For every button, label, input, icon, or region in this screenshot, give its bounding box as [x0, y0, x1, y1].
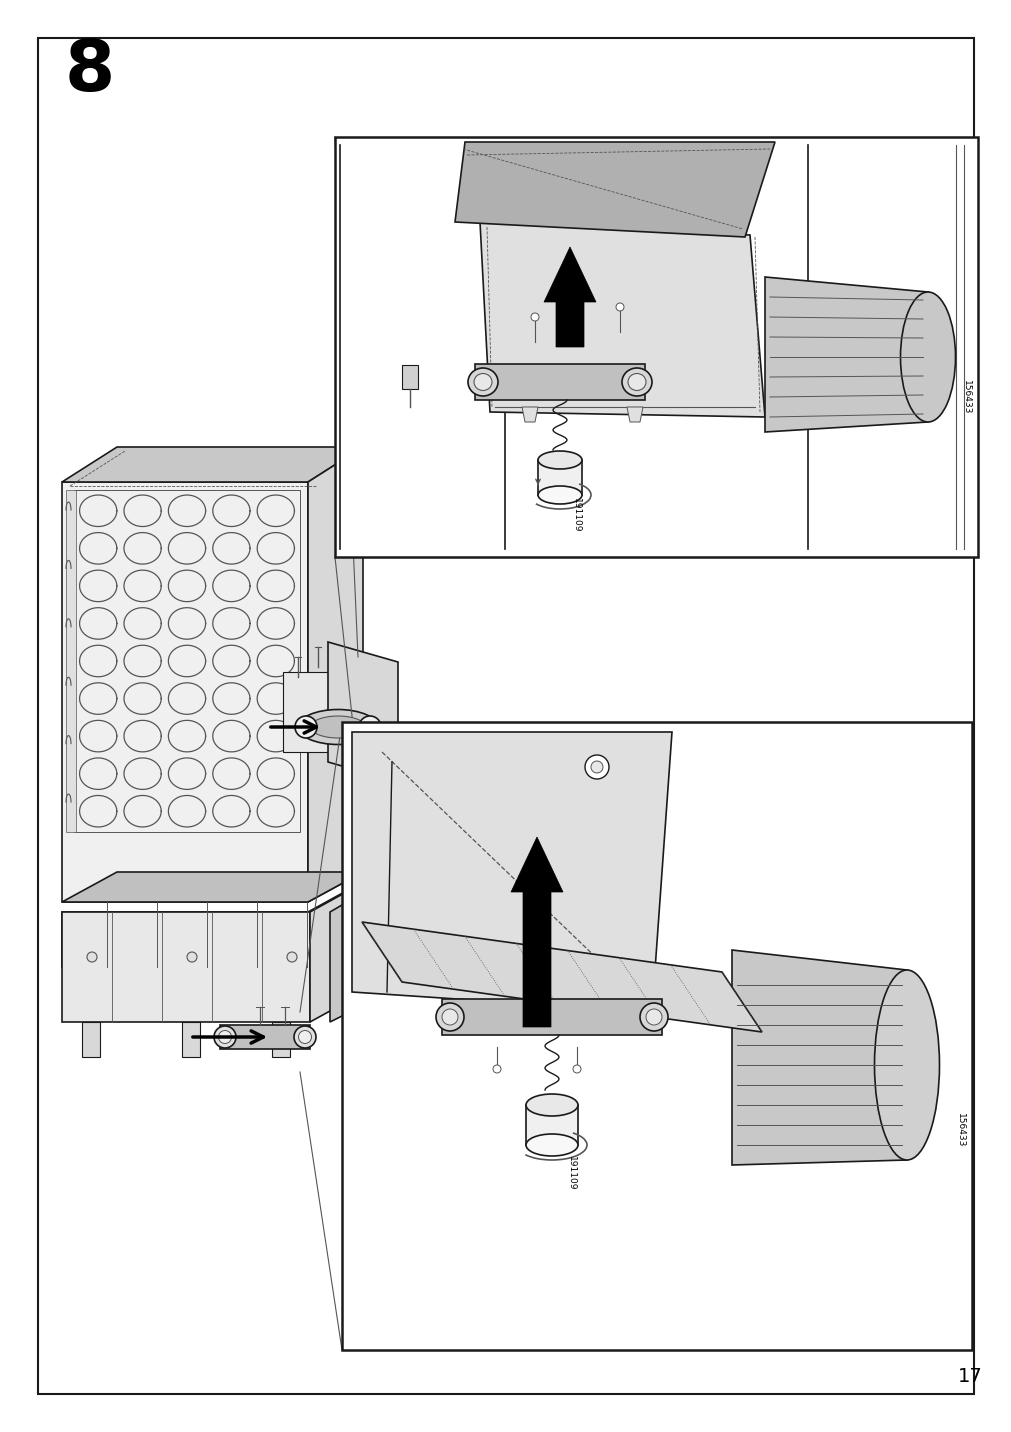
Ellipse shape — [467, 368, 497, 397]
Ellipse shape — [639, 1002, 667, 1031]
Ellipse shape — [628, 374, 645, 391]
Text: 156433: 156433 — [960, 379, 970, 414]
Polygon shape — [442, 1000, 661, 1035]
Ellipse shape — [218, 1031, 232, 1044]
Circle shape — [187, 952, 197, 962]
Ellipse shape — [645, 1010, 661, 1025]
Circle shape — [87, 952, 97, 962]
Ellipse shape — [442, 1010, 458, 1025]
Polygon shape — [182, 1022, 200, 1057]
Polygon shape — [764, 276, 927, 432]
Polygon shape — [731, 949, 906, 1166]
Ellipse shape — [538, 485, 581, 504]
Polygon shape — [455, 142, 774, 238]
Ellipse shape — [538, 451, 581, 470]
Text: 17: 17 — [956, 1368, 982, 1386]
Polygon shape — [328, 642, 397, 782]
Ellipse shape — [310, 716, 365, 737]
Bar — [401, 365, 418, 390]
Polygon shape — [307, 447, 363, 902]
Text: 8: 8 — [65, 37, 115, 106]
Text: 156433: 156433 — [954, 1113, 963, 1147]
Bar — [74, 490, 299, 832]
Bar — [62, 483, 307, 902]
Polygon shape — [522, 407, 538, 422]
Polygon shape — [511, 836, 562, 1027]
Circle shape — [531, 314, 539, 321]
Ellipse shape — [359, 716, 380, 737]
Polygon shape — [330, 876, 389, 1022]
Ellipse shape — [297, 709, 378, 745]
Ellipse shape — [900, 292, 954, 422]
Polygon shape — [62, 447, 363, 483]
Ellipse shape — [526, 1134, 577, 1156]
Ellipse shape — [295, 716, 316, 737]
Polygon shape — [627, 407, 642, 422]
Polygon shape — [219, 1025, 309, 1050]
Ellipse shape — [473, 374, 491, 391]
Polygon shape — [352, 732, 671, 1012]
Polygon shape — [272, 1022, 290, 1057]
Polygon shape — [62, 872, 363, 902]
Text: 191109: 191109 — [571, 498, 580, 533]
Bar — [342, 722, 971, 1350]
Polygon shape — [307, 891, 348, 967]
Ellipse shape — [294, 1025, 315, 1048]
Circle shape — [616, 304, 624, 311]
Circle shape — [287, 952, 296, 962]
Polygon shape — [362, 922, 761, 1032]
Circle shape — [572, 1065, 580, 1073]
Circle shape — [492, 1065, 500, 1073]
Ellipse shape — [874, 969, 938, 1160]
Ellipse shape — [526, 1094, 577, 1116]
Ellipse shape — [213, 1025, 236, 1048]
Ellipse shape — [436, 1002, 463, 1031]
Polygon shape — [82, 1022, 100, 1057]
Bar — [62, 912, 309, 1022]
Polygon shape — [544, 246, 595, 347]
Ellipse shape — [622, 368, 651, 397]
Polygon shape — [479, 222, 764, 417]
Circle shape — [584, 755, 609, 779]
Bar — [66, 490, 76, 832]
Polygon shape — [474, 364, 644, 400]
Bar — [526, 1106, 577, 1146]
Text: 191109: 191109 — [566, 1156, 575, 1190]
Bar — [283, 672, 333, 752]
Ellipse shape — [298, 1031, 311, 1044]
Polygon shape — [62, 912, 307, 967]
Polygon shape — [309, 891, 350, 1022]
Bar — [538, 460, 581, 495]
Bar — [335, 137, 977, 557]
Circle shape — [590, 760, 603, 773]
